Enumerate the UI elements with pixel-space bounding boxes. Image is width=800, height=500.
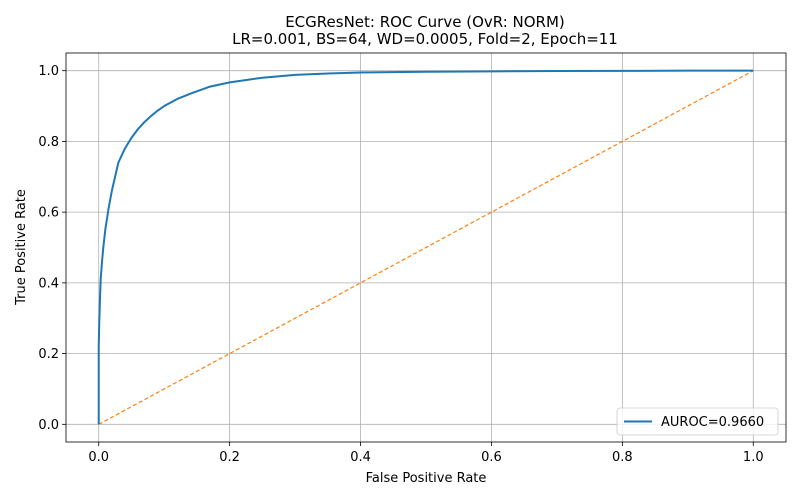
tick-layer: 0.0 0.2 0.4 0.6 0.8 1.0 0.0 0.2 0.4 0.6 0.8 1.0 — [38, 64, 763, 465]
roc-curve-line — [97, 69, 754, 425]
y-tick-label: 0.0 — [38, 418, 59, 433]
series-layer — [97, 69, 754, 425]
legend-label-auroc: AUROC=0.9660 — [661, 415, 764, 430]
x-tick-label: 0.4 — [350, 450, 371, 465]
chart-title: ECGResNet: ROC Curve (OvR: NORM) — [285, 13, 565, 31]
plot-frame — [65, 52, 787, 443]
legend-box — [616, 407, 779, 436]
x-tick-label: 0.6 — [481, 450, 502, 465]
grid-layer — [66, 53, 786, 442]
x-tick-label: 0.8 — [612, 450, 633, 465]
y-tick-label: 1.0 — [38, 64, 59, 79]
chance-line — [98, 70, 754, 425]
y-axis-label: True Positive Rate — [14, 189, 29, 306]
x-tick-label: 1.0 — [743, 450, 764, 465]
y-tick-label: 0.4 — [38, 276, 59, 291]
chart-subtitle: LR=0.001, BS=64, WD=0.0005, Fold=2, Epoc… — [232, 30, 618, 48]
x-axis-label: False Positive Rate — [366, 471, 487, 486]
legend: AUROC=0.9660 — [616, 407, 779, 436]
y-tick-label: 0.8 — [38, 135, 59, 150]
x-tick-label: 0.2 — [219, 450, 240, 465]
y-tick-label: 0.2 — [38, 347, 59, 362]
x-tick-label: 0.0 — [88, 450, 109, 465]
y-tick-label: 0.6 — [38, 206, 59, 221]
